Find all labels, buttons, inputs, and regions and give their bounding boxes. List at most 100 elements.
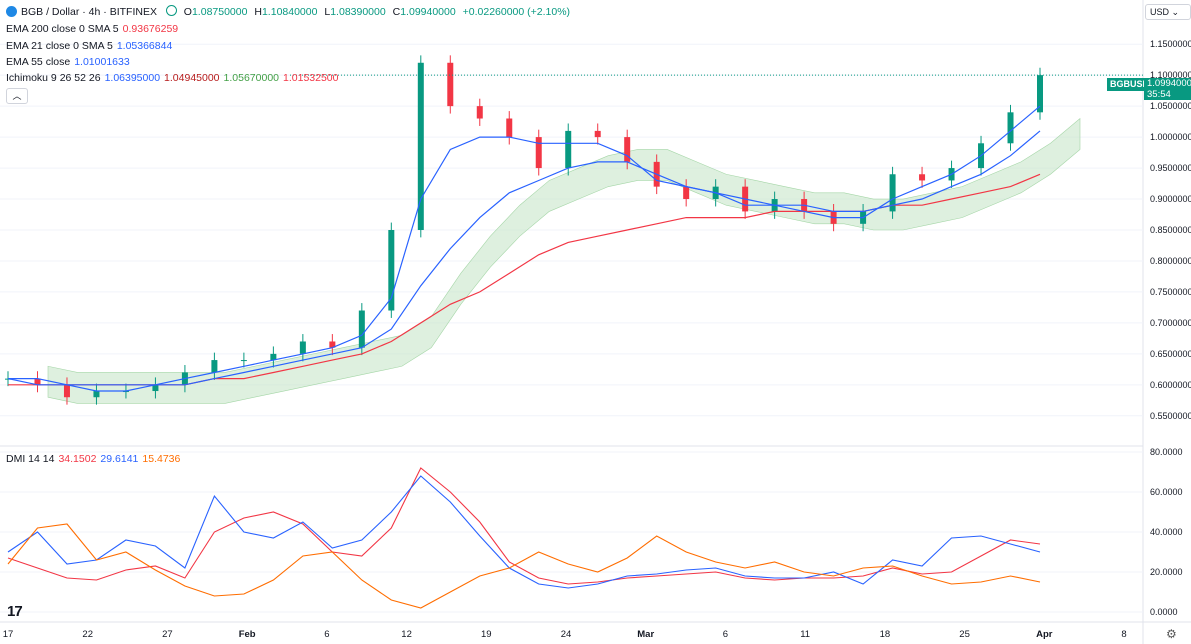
symbol-price-tag: BGBUSD bbox=[1107, 78, 1153, 91]
time-tick-label: 6 bbox=[723, 629, 728, 640]
ohlc-change: +0.02260000 (+2.10%) bbox=[462, 6, 571, 18]
ema55-value: 1.01001633 bbox=[74, 56, 130, 68]
ichimoku-v3: 1.05670000 bbox=[223, 72, 280, 84]
ichimoku-legend[interactable]: Ichimoku 9 26 52 26 1.06395000 1.04945000 1… bbox=[6, 72, 343, 85]
dmi-minus-value: 29.6141 bbox=[100, 453, 139, 465]
candle-body bbox=[388, 230, 395, 311]
legend-collapse-button[interactable]: ︿ bbox=[6, 88, 28, 104]
candle-body bbox=[417, 62, 424, 230]
time-tick-label: 27 bbox=[162, 629, 173, 640]
ema200-legend[interactable]: EMA 200 close 0 SMA 5 0.93676259 bbox=[6, 23, 182, 36]
time-tick-label: 6 bbox=[324, 629, 329, 640]
time-tick-label: Mar bbox=[637, 629, 654, 640]
price-tick-label: 1.15000000 bbox=[1150, 39, 1191, 49]
tradingview-logo-icon[interactable]: 17 bbox=[7, 603, 23, 620]
chevron-down-icon: ⌄ bbox=[1171, 7, 1180, 17]
ema55-label: EMA 55 close bbox=[6, 56, 71, 68]
dmi-tick-label: 40.0000 bbox=[1150, 527, 1183, 537]
candle-body bbox=[299, 341, 306, 354]
candle-body bbox=[1037, 75, 1043, 113]
market-status-icon bbox=[165, 5, 177, 16]
candle-body bbox=[506, 118, 513, 138]
time-tick-label: 11 bbox=[800, 629, 810, 640]
time-tick-label: Apr bbox=[1036, 629, 1053, 640]
dmi-tick-label: 20.0000 bbox=[1150, 567, 1183, 577]
time-tick-label: 24 bbox=[561, 629, 572, 640]
ohlc-low-label: L bbox=[324, 6, 331, 18]
ohlc-low: 1.08390000 bbox=[330, 6, 386, 18]
ema21-label: EMA 21 close 0 SMA 5 bbox=[6, 40, 113, 52]
candle-body bbox=[889, 174, 896, 212]
symbol-title[interactable]: BGB / Dollar · 4h · BITFINEX bbox=[21, 6, 157, 18]
bgb-coin-icon bbox=[6, 6, 17, 17]
ema21-value: 1.05366844 bbox=[116, 40, 173, 52]
time-tick-label: 19 bbox=[481, 629, 492, 640]
candle-body bbox=[535, 137, 542, 169]
chevron-up-icon: ︿ bbox=[12, 91, 22, 101]
dmi-plus-value: 34.1502 bbox=[58, 453, 97, 465]
ema21-line bbox=[8, 105, 1041, 392]
ohlc-high: 1.10840000 bbox=[261, 6, 318, 18]
candle-body bbox=[270, 353, 277, 361]
ichimoku-v4: 1.01532500 bbox=[283, 72, 339, 84]
time-tick-label: 25 bbox=[959, 629, 970, 640]
last-price-tag: 1.09940000 35:54 bbox=[1144, 78, 1191, 100]
symbol-header: BGB / Dollar · 4h · BITFINEX O1.08750000… bbox=[6, 5, 574, 19]
candle-body bbox=[565, 130, 572, 169]
time-tick-label: 22 bbox=[82, 629, 93, 640]
candle-body bbox=[34, 378, 41, 385]
gear-icon[interactable]: ⚙ bbox=[1166, 627, 1177, 641]
ema55-legend[interactable]: EMA 55 close 1.01001633 bbox=[6, 56, 134, 69]
candle-body bbox=[919, 174, 926, 181]
dmi-tick-label: 0.0000 bbox=[1150, 607, 1178, 617]
dmi-adx-line bbox=[7, 523, 1041, 609]
ichimoku-v2: 1.04945000 bbox=[164, 72, 220, 84]
dmi-tick-label: 80.0000 bbox=[1150, 447, 1183, 457]
candle-body bbox=[476, 106, 483, 119]
candle-body bbox=[683, 186, 690, 200]
time-tick-label: 12 bbox=[401, 629, 412, 640]
ohlc-close: 1.09940000 bbox=[400, 6, 456, 18]
currency-button[interactable]: USD ⌄ bbox=[1145, 4, 1191, 20]
bar-countdown: 35:54 bbox=[1147, 89, 1171, 100]
price-tick-label: 1.10000000 bbox=[1150, 70, 1191, 80]
dmi-adx-value: 15.4736 bbox=[142, 453, 181, 465]
ohlc-high-label: H bbox=[254, 6, 262, 18]
ohlc-open: 1.08750000 bbox=[191, 6, 248, 18]
time-tick-label: 18 bbox=[880, 629, 891, 640]
ema200-value: 0.93676259 bbox=[122, 23, 179, 35]
dmi-legend[interactable]: DMI 14 14 34.1502 29.6141 15.4736 bbox=[6, 453, 184, 466]
candle-body bbox=[93, 391, 100, 398]
candle-body bbox=[329, 341, 336, 348]
ohlc-open-label: O bbox=[183, 6, 192, 18]
ema21-legend[interactable]: EMA 21 close 0 SMA 5 1.05366844 bbox=[6, 40, 176, 53]
candle-body bbox=[447, 62, 454, 107]
candle-body bbox=[240, 360, 247, 362]
dmi-tick-label: 60.0000 bbox=[1150, 487, 1183, 497]
price-tick-label: 1.05000000 bbox=[1150, 101, 1191, 111]
candle-body bbox=[594, 130, 601, 138]
ema200-label: EMA 200 close 0 SMA 5 bbox=[6, 23, 119, 35]
candle-body bbox=[358, 310, 365, 348]
candle-body bbox=[63, 384, 70, 398]
dmi-plus-line bbox=[7, 467, 1041, 585]
dmi-label: DMI 14 14 bbox=[6, 453, 55, 465]
last-price: 1.09940000 bbox=[1147, 78, 1191, 89]
dmi-minus-line bbox=[7, 475, 1041, 589]
ohlc-close-label: C bbox=[392, 6, 401, 18]
candle-body bbox=[624, 137, 631, 162]
candle-body bbox=[1007, 112, 1014, 144]
time-tick-label: 8 bbox=[1121, 629, 1126, 640]
ichimoku-label: Ichimoku 9 26 52 26 bbox=[6, 72, 101, 84]
time-tick-label: Feb bbox=[239, 629, 256, 640]
price-tick-label: 0.55000000 bbox=[1150, 411, 1191, 421]
